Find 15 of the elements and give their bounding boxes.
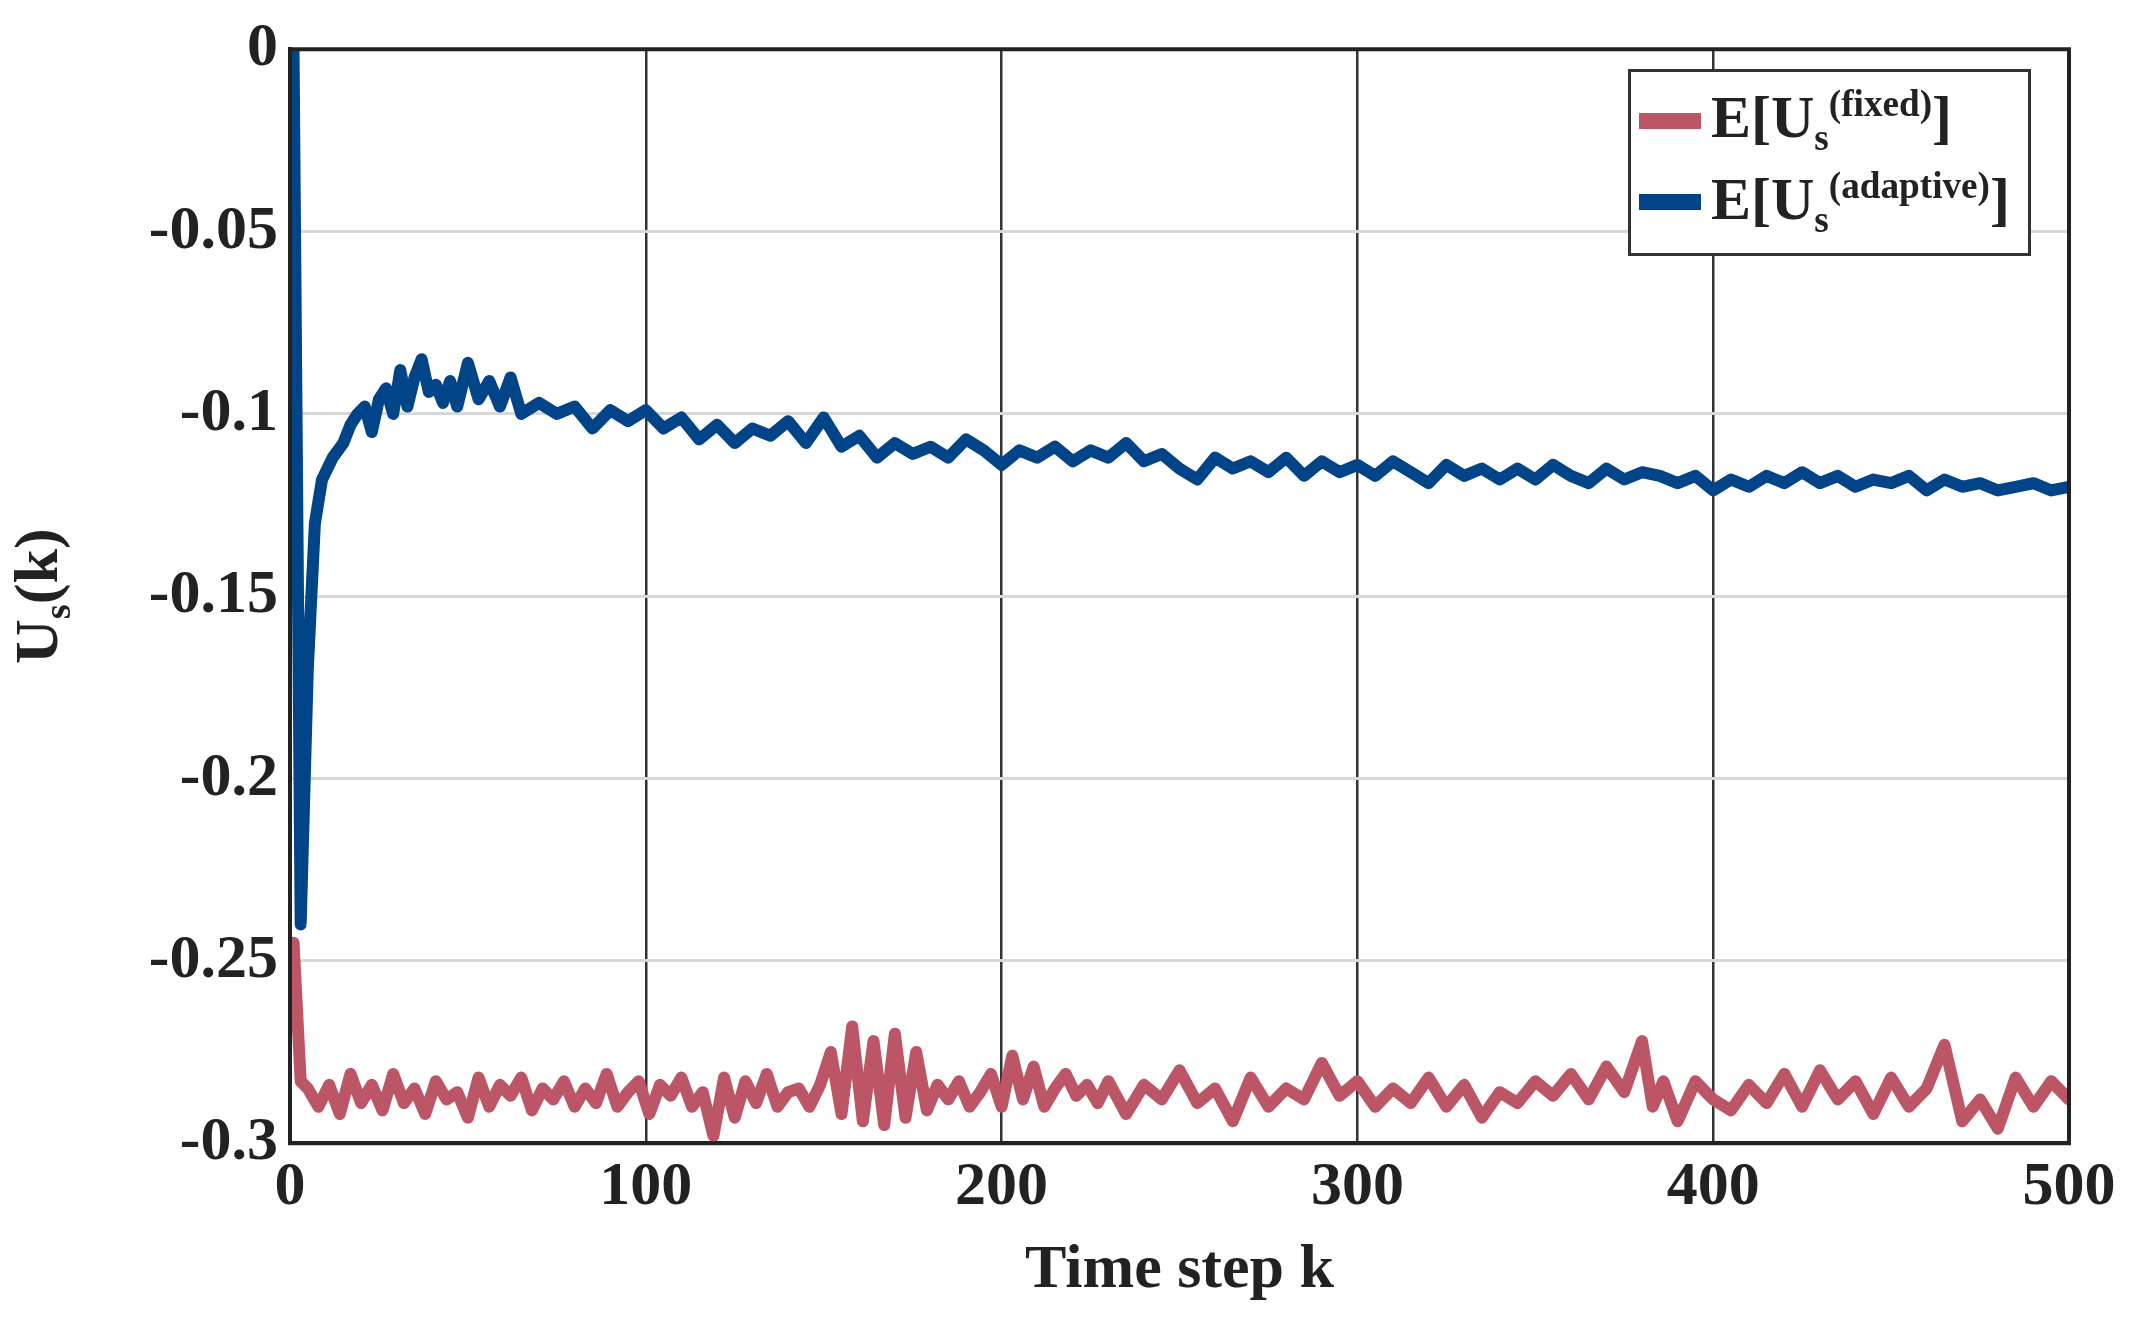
x-tick-label: 100 <box>599 1149 693 1218</box>
y-tick-label: -0.25 <box>148 921 278 990</box>
y-tick-label: -0.15 <box>148 557 278 626</box>
y-tick-label: -0.2 <box>179 739 278 808</box>
x-tick-label: 500 <box>2022 1149 2116 1218</box>
y-tick-label: -0.3 <box>179 1104 278 1173</box>
y-tick-label: -0.05 <box>148 192 278 261</box>
legend-label: E[U$_{s}$$^{(adaptive)}$] <box>1711 163 2010 242</box>
x-tick-label: 200 <box>955 1149 1049 1218</box>
x-axis-title: Time step k <box>1025 1231 1335 1300</box>
y-tick-label: -0.1 <box>179 374 278 443</box>
x-tick-label: 300 <box>1310 1149 1404 1218</box>
x-tick-label: 400 <box>1666 1149 1760 1218</box>
legend-label: E[U$_{s}$$^{(fixed)}$] <box>1711 82 1953 161</box>
y-tick-label: 0 <box>247 10 278 79</box>
